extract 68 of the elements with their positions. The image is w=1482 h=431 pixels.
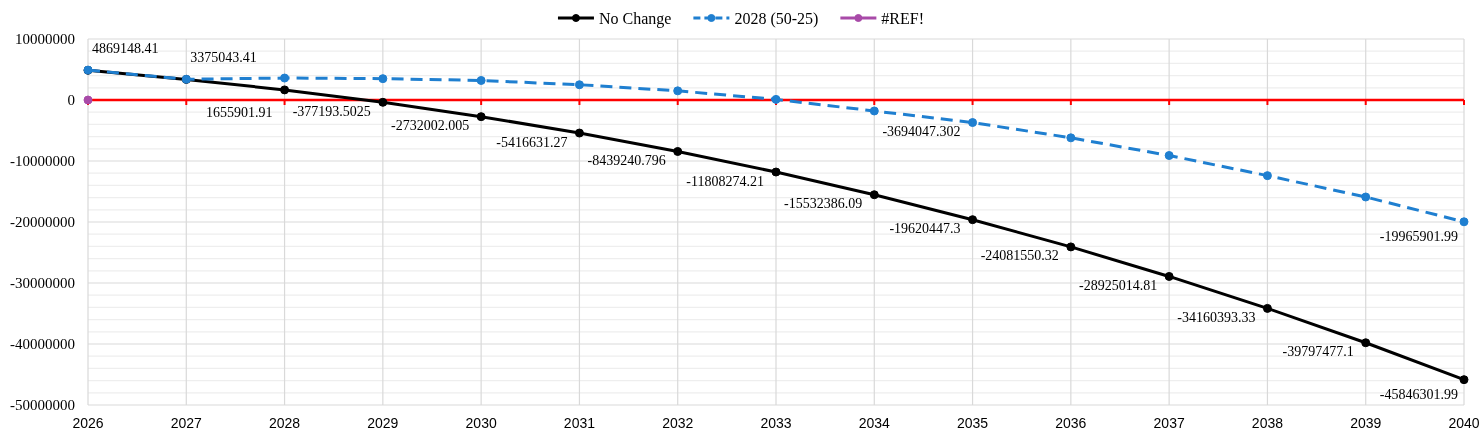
- data-label: -5416631.27: [496, 134, 568, 150]
- point: [1066, 133, 1076, 143]
- y-tick-label: -40000000: [10, 336, 75, 352]
- data-label: 1655901.91: [206, 104, 273, 120]
- point: [378, 74, 388, 84]
- y-tick-label: 10000000: [15, 31, 75, 47]
- point: [673, 146, 683, 156]
- data-label: -377193.5025: [292, 103, 371, 119]
- data-label: -8439240.796: [587, 152, 666, 168]
- point: [1459, 217, 1469, 227]
- y-tick-label: -50000000: [10, 397, 75, 413]
- point: [476, 75, 486, 85]
- point: [771, 94, 781, 104]
- y-tick-label: -30000000: [10, 275, 75, 291]
- legend-label: #REF!: [881, 9, 925, 27]
- x-tick-label: 2027: [170, 415, 203, 431]
- point: [1262, 171, 1272, 181]
- data-label: -11808274.21: [686, 173, 764, 189]
- data-label: -2732002.005: [390, 118, 470, 134]
- point: [869, 190, 879, 200]
- point: [1262, 303, 1272, 313]
- x-tick-label: 2031: [563, 415, 596, 431]
- x-tick-label: 2035: [956, 415, 989, 431]
- data-label: -24081550.32: [980, 248, 1059, 264]
- data-label: -19620447.3: [889, 221, 961, 237]
- point: [968, 118, 978, 128]
- point: [771, 167, 781, 177]
- point: [1066, 242, 1076, 252]
- y-tick-label: 0: [67, 92, 75, 108]
- point: [1361, 338, 1371, 348]
- data-label: -3694047.302: [882, 124, 961, 140]
- x-tick-label: 2030: [465, 415, 497, 431]
- x-tick-label: 2029: [367, 415, 399, 431]
- x-tick-label: 2040: [1448, 415, 1480, 431]
- point: [1459, 375, 1469, 385]
- point: [280, 85, 290, 95]
- x-tick-label: 2036: [1055, 415, 1087, 431]
- x-tick-label: 2034: [858, 415, 891, 431]
- y-tick-label: -20000000: [10, 214, 75, 230]
- legend-label: 2028 (50-25): [734, 9, 819, 28]
- data-label: -39797477.1: [1282, 344, 1354, 360]
- data-label: -15532386.09: [784, 196, 863, 212]
- point: [1164, 151, 1174, 161]
- x-tick-label: 2037: [1153, 415, 1185, 431]
- data-label: -34160393.33: [1177, 309, 1256, 325]
- point: [378, 97, 388, 107]
- point: [574, 80, 584, 90]
- point: [869, 106, 879, 116]
- data-label: -19965901.99: [1379, 229, 1458, 245]
- x-tick-label: 2039: [1350, 415, 1382, 431]
- point: [673, 86, 683, 96]
- point: [476, 112, 486, 122]
- y-tick-label: -10000000: [10, 153, 75, 169]
- data-label: 3375043.41: [190, 49, 257, 65]
- x-tick-label: 2038: [1251, 415, 1284, 431]
- data-label: -45846301.99: [1379, 387, 1458, 403]
- x-tick-label: 2026: [72, 415, 104, 431]
- point: [280, 73, 290, 83]
- point: [968, 215, 978, 225]
- point: [1164, 271, 1174, 281]
- point: [1361, 192, 1371, 202]
- x-tick-label: 2032: [662, 415, 694, 431]
- data-label: 4869148.41: [92, 40, 159, 56]
- data-label: -28925014.81: [1078, 277, 1158, 293]
- point: [574, 128, 584, 138]
- x-tick-label: 2028: [268, 415, 301, 431]
- legend-label: No Change: [598, 9, 672, 28]
- x-tick-label: 2033: [760, 415, 792, 431]
